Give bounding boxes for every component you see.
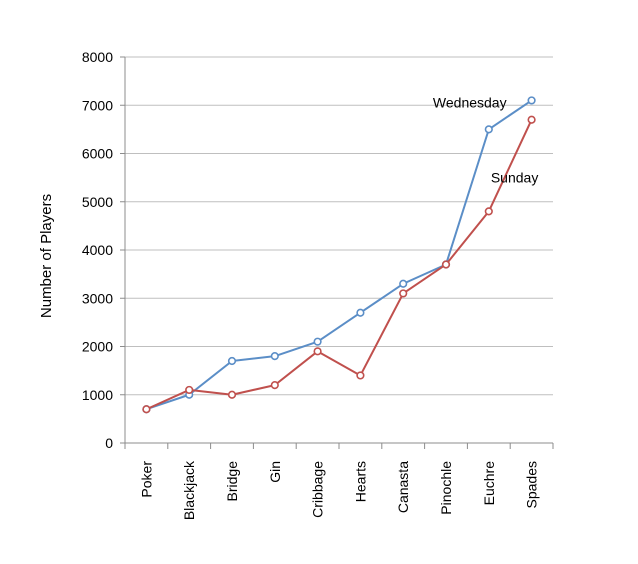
series-line-sunday: [145, 119, 533, 411]
point-sunday-poker: [142, 405, 151, 414]
x-tick-label-cribbage: Cribbage: [310, 461, 326, 518]
point-wednesday-euchre: [484, 125, 493, 134]
point-sunday-hearts: [356, 371, 365, 380]
y-tick-label-0: 0: [105, 435, 113, 451]
series-label-wednesday: Wednesday: [433, 94, 507, 110]
series-sunday: Sunday: [142, 115, 538, 414]
x-tick-label-canasta: Canasta: [395, 461, 411, 513]
x-tick-label-blackjack: Blackjack: [181, 460, 197, 520]
point-sunday-pinochle: [441, 260, 451, 269]
y-tick-label-4000: 4000: [82, 242, 113, 258]
y-tick-label-6000: 6000: [82, 146, 113, 162]
point-sunday-blackjack: [185, 385, 194, 395]
gridlines: [125, 56, 553, 396]
x-tick-label-euchre: Euchre: [481, 461, 497, 506]
point-sunday-bridge: [227, 390, 237, 399]
point-wednesday-canasta: [399, 279, 408, 288]
point-sunday-gin: [270, 381, 279, 390]
x-tick-label-pinochle: Pinochle: [438, 461, 454, 515]
y-tick-label-8000: 8000: [82, 49, 113, 65]
y-tick-labels: 0 1000 2000 3000 4000 5000 6000 7000 8000: [82, 49, 113, 451]
series-wednesday: Wednesday: [142, 94, 536, 414]
point-wednesday-hearts: [356, 308, 365, 317]
point-sunday-cribbage: [313, 347, 322, 356]
y-tick-label-3000: 3000: [82, 290, 113, 306]
point-sunday-euchre: [484, 207, 493, 216]
point-sunday-canasta: [399, 289, 408, 298]
x-tick-label-spades: Spades: [524, 461, 540, 508]
point-wednesday-gin: [270, 352, 279, 361]
point-sunday-spades: [527, 115, 536, 124]
point-wednesday-spades: [527, 96, 536, 105]
x-tick-label-hearts: Hearts: [352, 461, 368, 502]
series-label-sunday: Sunday: [491, 170, 538, 186]
axes: [120, 56, 554, 449]
x-tick-label-gin: Gin: [267, 461, 283, 483]
y-tick-label-7000: 7000: [82, 97, 113, 113]
y-tick-label-2000: 2000: [82, 339, 113, 355]
point-wednesday-bridge: [227, 356, 237, 366]
x-tick-label-bridge: Bridge: [224, 461, 240, 502]
y-tick-label-1000: 1000: [82, 387, 113, 403]
x-tick-label-poker: Poker: [138, 461, 154, 498]
y-axis-title: Number of Players: [38, 194, 55, 318]
point-wednesday-cribbage: [313, 337, 322, 346]
series: Wednesday Sunday: [142, 94, 538, 414]
y-tick-label-5000: 5000: [82, 194, 113, 210]
series-line-wednesday: [146, 99, 533, 411]
x-tick-labels: Poker Blackjack Bridge Gin Cribbage Hearts Can…: [138, 460, 539, 520]
